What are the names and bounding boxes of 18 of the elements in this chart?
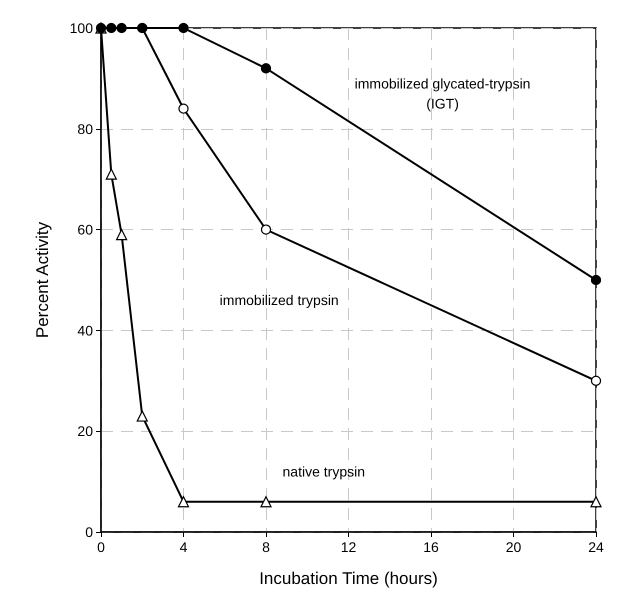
y-axis-title: Percent Activity [33,221,52,338]
y-tick-label: 80 [77,120,94,137]
x-tick-label: 24 [588,539,604,555]
y-tick-label: 40 [77,322,94,338]
series-label: immobilized glycated-trypsin (IGT) [354,76,530,112]
series-label: immobilized trypsin [220,292,339,308]
x-tick-label: 4 [180,539,188,555]
x-tick-label: 16 [423,539,439,555]
series-label: native trypsin [282,464,365,480]
y-tick-label: 20 [77,423,94,440]
x-tick-label: 0 [97,539,106,555]
x-tick-label: 12 [340,539,356,555]
x-tick-label: 8 [262,539,270,555]
x-axis-title: Incubation Time (hours) [259,569,438,588]
y-tick-label: 60 [77,222,94,238]
y-tick-label: 100 [70,20,94,36]
y-tick-label: 0 [85,524,94,540]
x-tick-label: 20 [506,539,522,555]
